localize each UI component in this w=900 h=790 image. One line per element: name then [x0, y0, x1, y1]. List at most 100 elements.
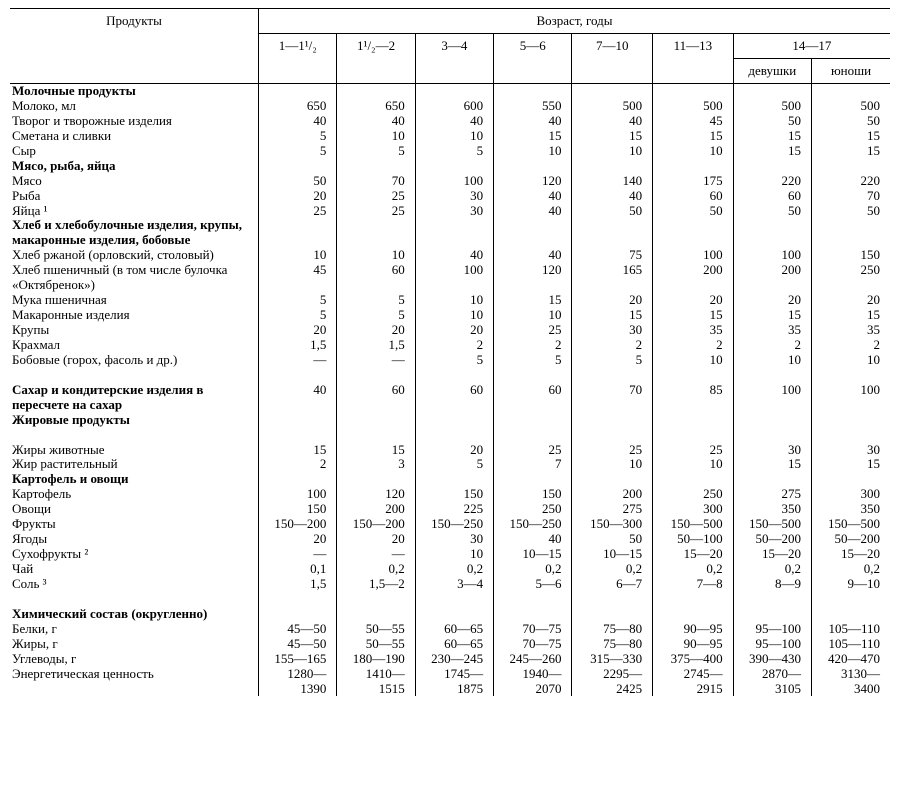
cell: 95—100	[733, 622, 811, 637]
cell: 40	[572, 189, 653, 204]
cell: 2915	[653, 682, 734, 697]
cell	[415, 218, 493, 248]
cell: 45—50	[259, 637, 337, 652]
cell	[572, 472, 653, 487]
cell: 15	[259, 443, 337, 458]
spacer	[337, 368, 415, 383]
cell: 60	[337, 383, 415, 413]
cell	[733, 472, 811, 487]
section-header: Жировые продукты	[10, 413, 259, 428]
cell	[415, 159, 493, 174]
spacer	[10, 592, 259, 607]
cell: 3—4	[415, 577, 493, 592]
spacer	[653, 592, 734, 607]
cell: 200	[572, 487, 653, 502]
cell: 550	[494, 99, 572, 114]
spacer	[415, 368, 493, 383]
cell: 0,2	[337, 562, 415, 577]
cell: 6—7	[572, 577, 653, 592]
cell: 200	[733, 263, 811, 293]
cell: 50	[653, 204, 734, 219]
cell: 1,5	[337, 338, 415, 353]
cell: 8—9	[733, 577, 811, 592]
cell: 50	[812, 204, 890, 219]
cell	[653, 413, 734, 428]
cell: 150	[494, 487, 572, 502]
cell: 7	[494, 457, 572, 472]
row-label: Хлеб ржаной (орловский, столовый)	[10, 248, 259, 263]
cell: 40	[337, 114, 415, 129]
cell: 250	[812, 263, 890, 293]
spacer	[653, 428, 734, 443]
cell: 15	[812, 457, 890, 472]
cell: 1390	[259, 682, 337, 697]
row-label: Энергетическая ценность	[10, 667, 259, 682]
cell: 15—20	[812, 547, 890, 562]
cell: 15	[572, 308, 653, 323]
cell: 500	[653, 99, 734, 114]
cell: 1745—	[415, 667, 493, 682]
col-age-3: 5—6	[494, 34, 572, 84]
cell: 100	[733, 248, 811, 263]
cell: 5	[337, 144, 415, 159]
row-label: Сметана и сливки	[10, 129, 259, 144]
spacer	[10, 368, 259, 383]
spacer	[415, 592, 493, 607]
spacer	[733, 592, 811, 607]
cell: 50—55	[337, 622, 415, 637]
cell: 60—65	[415, 622, 493, 637]
cell: 10	[812, 353, 890, 368]
cell: 2	[259, 457, 337, 472]
cell: 10	[415, 293, 493, 308]
cell: 25	[494, 323, 572, 338]
cell: 150—250	[415, 517, 493, 532]
cell: 10	[572, 457, 653, 472]
cell: 350	[812, 502, 890, 517]
cell: 15—20	[653, 547, 734, 562]
section-header: Картофель и овощи	[10, 472, 259, 487]
cell: 10	[259, 248, 337, 263]
cell: 15	[653, 308, 734, 323]
row-label: Мука пшеничная	[10, 293, 259, 308]
cell: 15	[733, 308, 811, 323]
cell: 20	[415, 443, 493, 458]
cell: 40	[494, 532, 572, 547]
cell: 0,2	[494, 562, 572, 577]
cell	[415, 472, 493, 487]
row-label: Овощи	[10, 502, 259, 517]
cell: 5	[415, 457, 493, 472]
row-label: Макаронные изделия	[10, 308, 259, 323]
cell	[494, 472, 572, 487]
cell: —	[259, 547, 337, 562]
cell: 60—65	[415, 637, 493, 652]
cell	[494, 84, 572, 99]
cell: 25	[572, 443, 653, 458]
cell: 165	[572, 263, 653, 293]
row-label: Мясо	[10, 174, 259, 189]
cell: 2	[733, 338, 811, 353]
spacer	[572, 592, 653, 607]
row-label: Рыба	[10, 189, 259, 204]
spacer	[259, 428, 337, 443]
cell: 30	[572, 323, 653, 338]
cell: 70	[337, 174, 415, 189]
cell: 350	[733, 502, 811, 517]
cell: 20	[259, 323, 337, 338]
cell: 20	[812, 293, 890, 308]
cell: 2	[653, 338, 734, 353]
cell	[337, 472, 415, 487]
cell	[259, 413, 337, 428]
cell: 20	[337, 323, 415, 338]
cell: 150	[812, 248, 890, 263]
cell: 50	[733, 204, 811, 219]
cell: 10—15	[494, 547, 572, 562]
cell	[415, 607, 493, 622]
section-header: Химический состав (округленно)	[10, 607, 259, 622]
cell: 25	[259, 204, 337, 219]
cell: 15	[494, 293, 572, 308]
cell: 105—110	[812, 622, 890, 637]
cell: 50—200	[733, 532, 811, 547]
cell: 60	[415, 383, 493, 413]
cell: 500	[733, 99, 811, 114]
table-body: Молочные продуктыМолоко, мл6506506005505…	[10, 84, 890, 697]
